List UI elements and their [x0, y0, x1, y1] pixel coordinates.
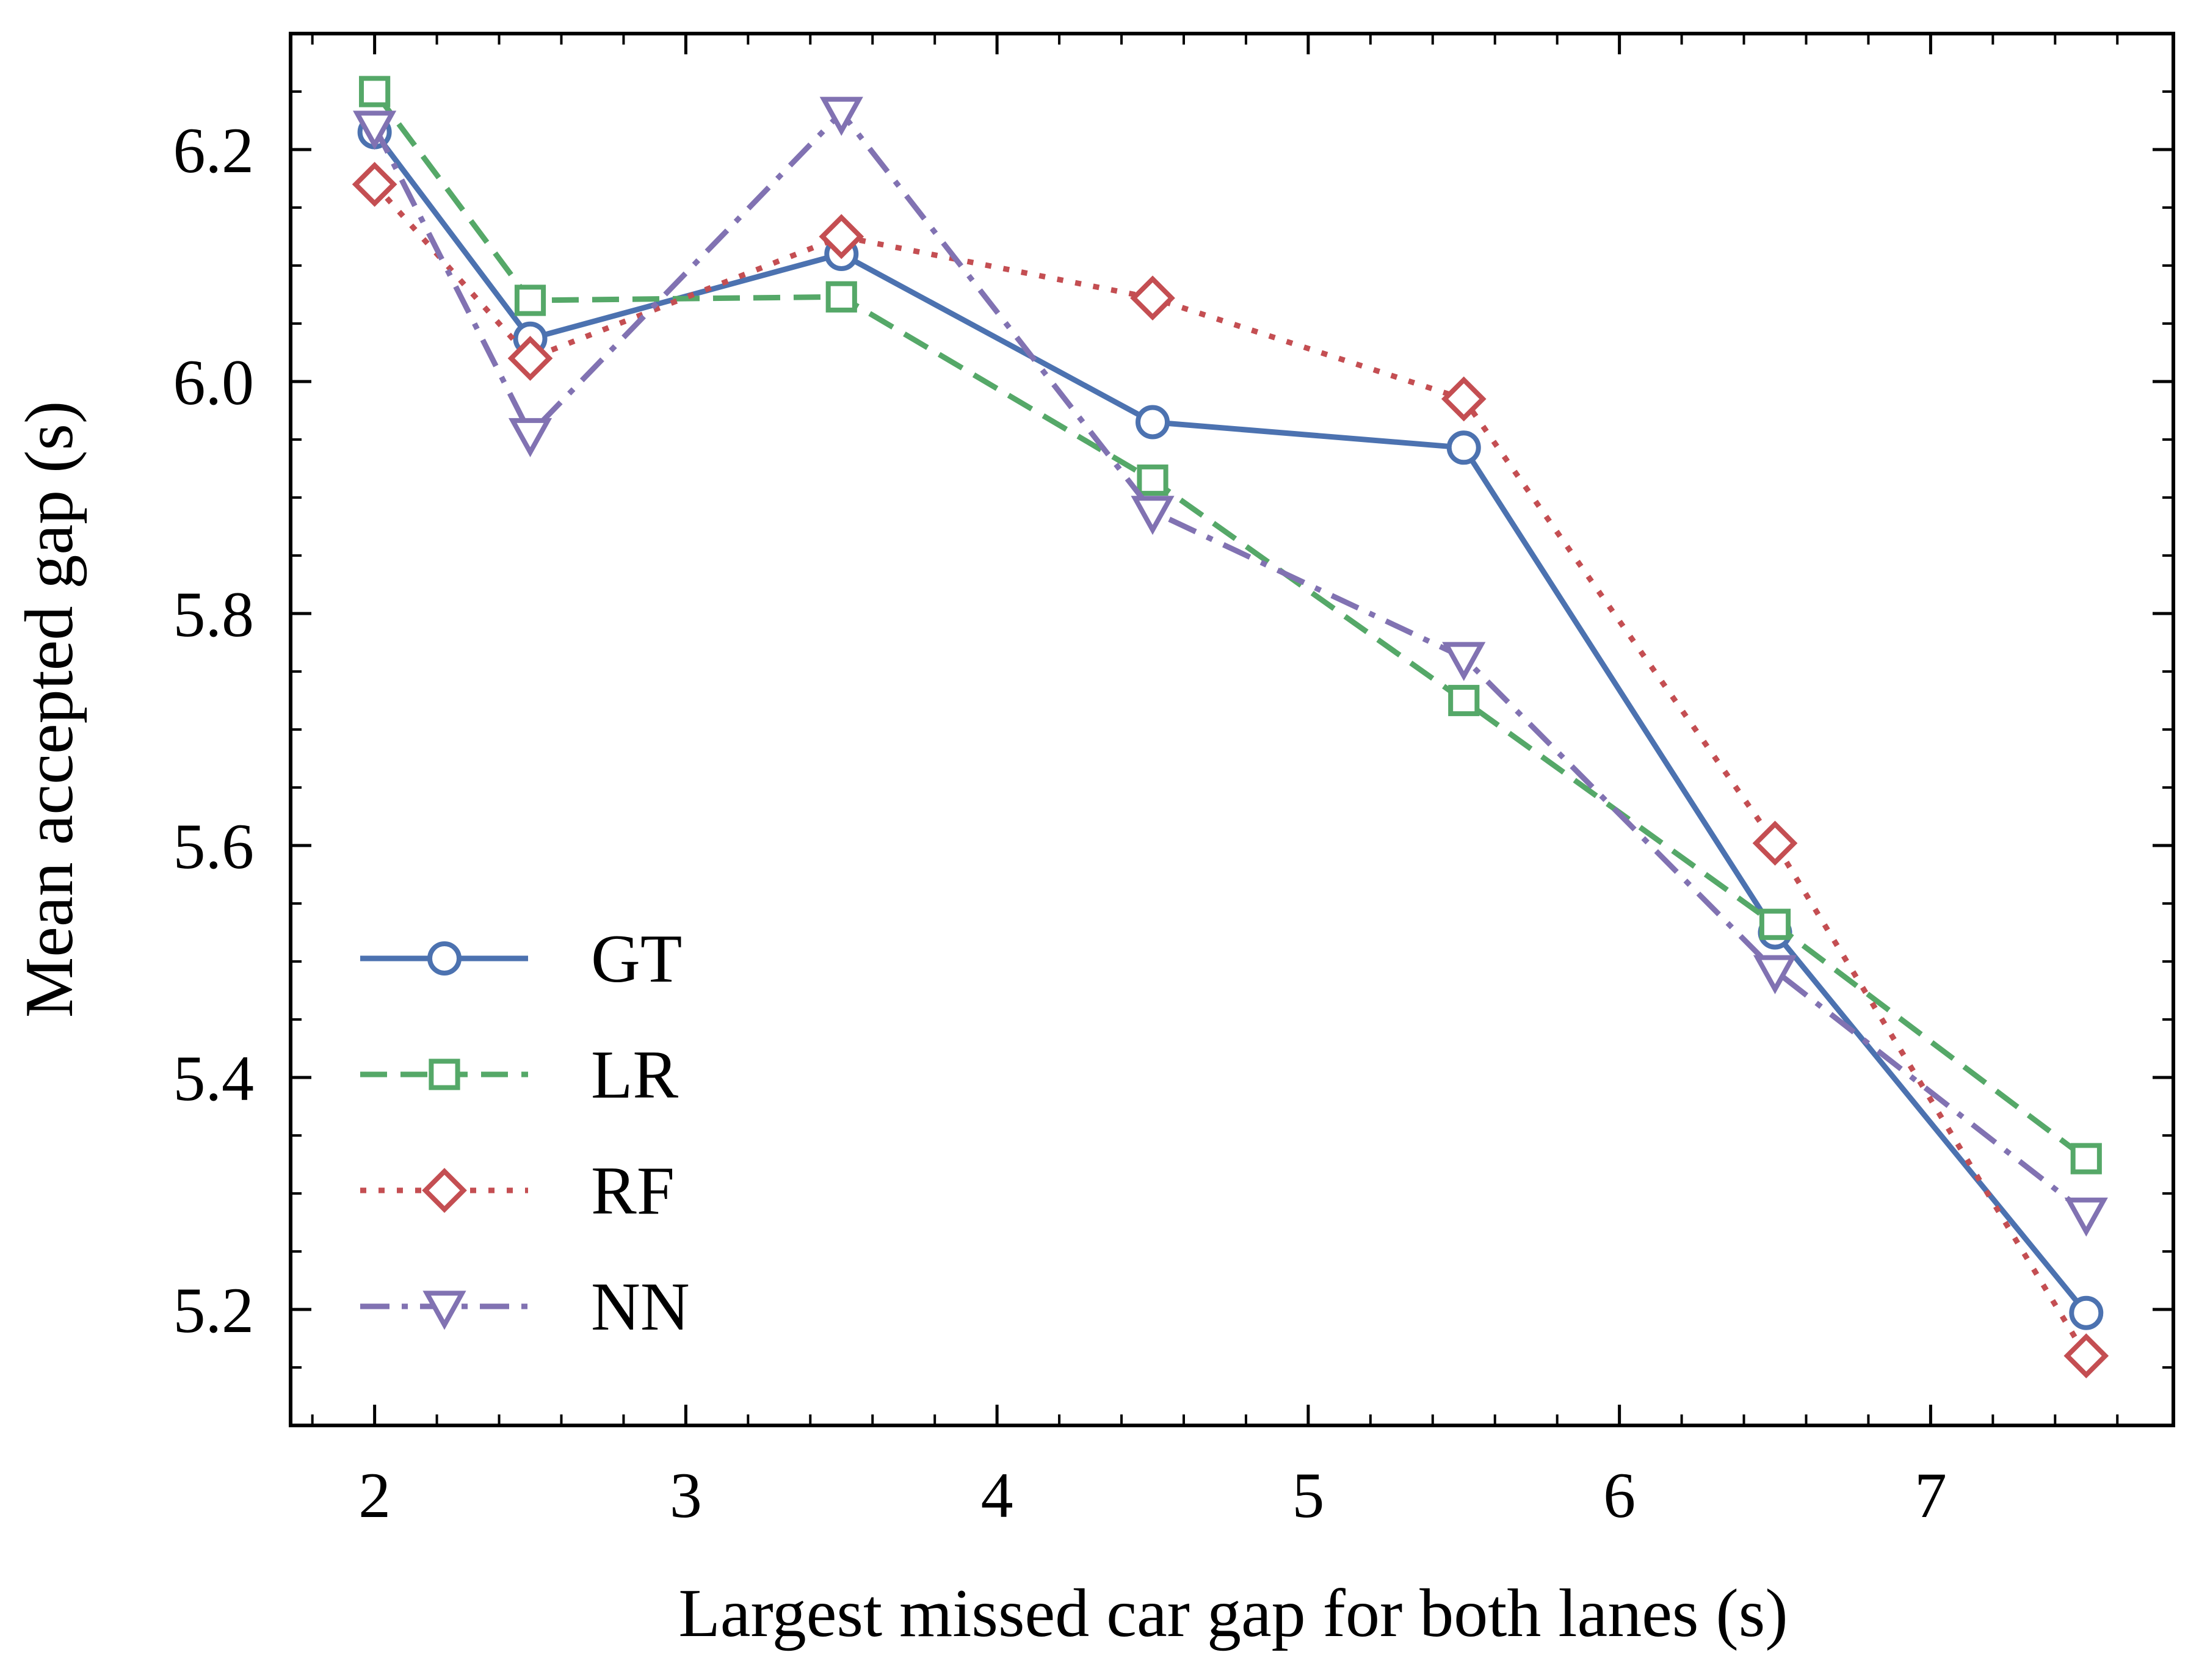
y-tick-label: 5.4	[173, 1043, 255, 1114]
x-tick-label: 5	[1292, 1460, 1324, 1531]
x-tick-label: 6	[1603, 1460, 1636, 1531]
x-tick-label: 7	[1915, 1460, 1947, 1531]
data-point-nn	[2064, 1197, 2108, 1237]
legend-marker-rf	[422, 1168, 467, 1213]
x-tick-label: 3	[670, 1460, 702, 1531]
data-point-rf	[352, 162, 397, 207]
legend-marker-nn	[422, 1291, 466, 1330]
data-point-lr	[1448, 684, 1480, 717]
legend-label-rf: RF	[591, 1153, 675, 1229]
data-point-lr	[359, 76, 391, 107]
data-point-rf	[819, 214, 864, 259]
x-tick-label: 4	[981, 1460, 1013, 1531]
data-point-lr	[825, 281, 857, 313]
data-point-gt	[2069, 1295, 2104, 1330]
data-point-lr	[1759, 908, 1791, 940]
legend-marker-lr	[429, 1059, 460, 1090]
legend-item-rf: RF	[360, 1153, 675, 1229]
legend-item-nn: NN	[360, 1269, 690, 1345]
tick-labels: 2 3 4 5 6 7 5.2 5.4 5.6 5.8 6.0 6.2	[173, 115, 1947, 1531]
data-point-lr	[1137, 464, 1168, 496]
legend-item-gt: GT	[360, 921, 682, 997]
data-point-nn	[819, 96, 863, 136]
data-point-gt	[1136, 405, 1170, 440]
y-tick-label: 5.2	[173, 1275, 255, 1346]
x-tick-label: 2	[358, 1460, 391, 1531]
y-tick-label: 6.2	[173, 115, 255, 186]
x-axis-title: Largest missed car gap for both lanes (s…	[678, 1576, 1788, 1651]
series-nn	[353, 96, 2108, 1237]
data-point-nn	[508, 418, 552, 457]
data-point-nn	[1442, 642, 1486, 681]
data-point-rf	[1752, 820, 1798, 866]
legend-marker-gt	[427, 941, 462, 976]
y-axis-title: Mean accepted gap (s)	[12, 401, 87, 1018]
plot-frame	[289, 32, 2175, 1427]
legend: GT LR RF NN	[360, 921, 690, 1345]
y-tick-label: 5.8	[173, 579, 255, 650]
data-point-nn	[353, 110, 397, 150]
series-rf	[352, 162, 2109, 1378]
legend-label-gt: GT	[591, 921, 682, 997]
data-point-nn	[1131, 496, 1175, 535]
data-point-nn	[1753, 955, 1797, 994]
series-lr	[359, 76, 2102, 1175]
series-layer	[352, 76, 2109, 1378]
data-point-rf	[1130, 275, 1175, 321]
y-tick-label: 5.6	[173, 811, 255, 882]
data-point-gt	[1446, 430, 1481, 465]
data-point-rf	[507, 336, 553, 381]
data-point-lr	[514, 284, 546, 316]
data-point-rf	[1441, 376, 1487, 422]
data-point-rf	[2063, 1333, 2109, 1378]
data-point-lr	[2070, 1143, 2102, 1175]
y-tick-label: 6.0	[173, 347, 255, 418]
legend-item-lr: LR	[360, 1037, 678, 1113]
legend-label-lr: LR	[591, 1037, 678, 1113]
legend-label-nn: NN	[591, 1269, 690, 1345]
